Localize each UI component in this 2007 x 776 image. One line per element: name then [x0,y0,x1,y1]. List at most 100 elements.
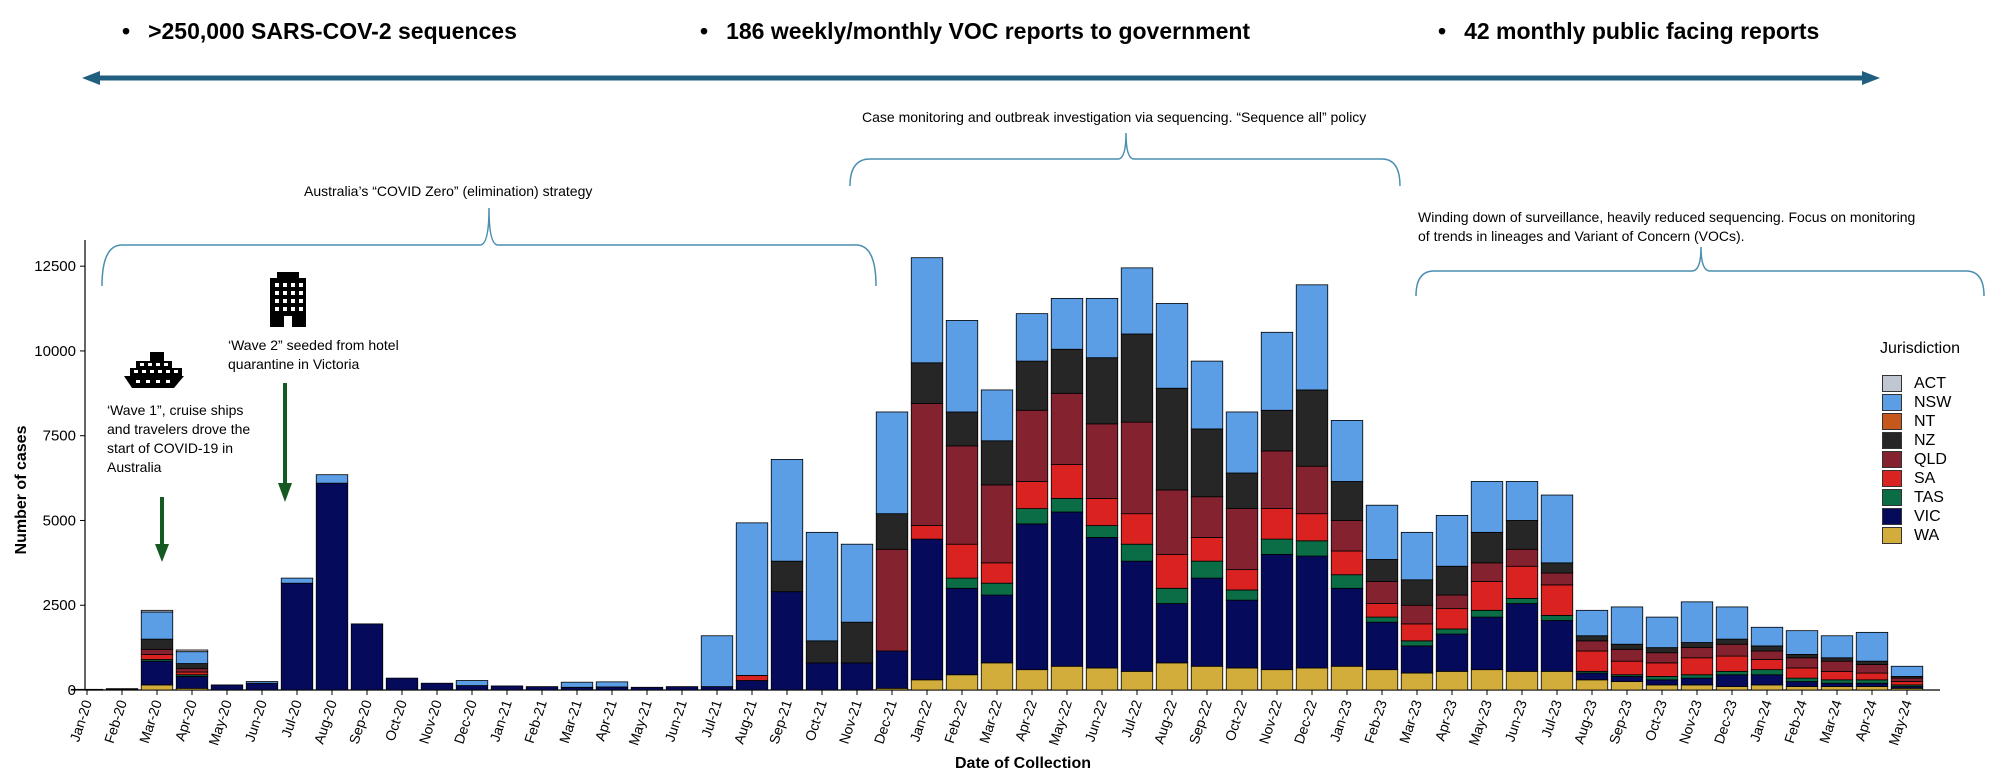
bar-segment [525,686,559,691]
brace-label-line: Winding down of surveillance, heavily re… [1418,209,1916,225]
bar-segment [1400,604,1434,625]
highlight-sequences: • >250,000 SARS-COV-2 sequences [122,18,517,45]
bar-segment [1050,297,1084,350]
bar-segment [805,662,839,691]
x-tick-label: Sep-22 [1186,698,1215,746]
bar-segment [980,389,1014,442]
bar-segment [1365,669,1399,691]
bar-segment [1785,686,1819,691]
wave2-arrow [278,383,292,502]
bar-segment [1540,562,1574,574]
bar-segment [1470,481,1504,533]
bar-segment [245,682,279,691]
y-tick-label: 12500 [34,258,76,275]
bar-segment [1050,665,1084,691]
bar-segment [1190,537,1224,562]
bar-segment [595,686,629,691]
bar-segment [1260,538,1294,555]
bar-segment [1085,297,1119,359]
bar-segment [140,648,174,655]
x-tick-label: Jun-20 [241,698,270,744]
bar-segment [1120,267,1154,335]
bar-segment [1610,660,1644,676]
legend-item: NSW [1880,393,2000,412]
x-tick-label: Jul-22 [1118,698,1145,739]
bar-segment [1015,508,1049,525]
bar-segment [875,411,909,515]
highlight-text: 42 monthly public facing reports [1464,18,1820,44]
bar-segment [1645,652,1679,664]
bar-segment [1575,635,1609,642]
bar-segment [1470,609,1504,618]
x-tick-label: Feb-24 [1781,698,1810,745]
bar-segment [700,635,734,688]
bullet: • [700,18,709,44]
bar-segment [1400,531,1434,581]
bar-segment [1540,615,1574,621]
bar-segment [1435,514,1469,567]
bar-segment [455,685,489,691]
x-tick-label: Oct-23 [1642,698,1670,743]
bar-segment [1435,670,1469,691]
bar-segment [1400,645,1434,674]
bar-segment [280,577,314,584]
bar-segment [1855,660,1889,665]
bar-segment [1295,284,1329,391]
bar-segment [1610,606,1644,645]
bar-segment [945,587,979,676]
bar-segment [1820,686,1854,691]
bar-segment [175,649,209,653]
bar-segment [1365,603,1399,618]
bar-segment [175,651,209,664]
bar-segment [1190,360,1224,430]
legend-item: TAS [1880,488,2000,507]
bar-segment [315,474,349,484]
bar-segment [1260,450,1294,510]
annotation-line: ‘Wave 1”, cruise ships [107,402,244,418]
bar-segment [490,685,524,691]
bar-segment [1015,313,1049,362]
bar-segment [1190,560,1224,579]
bar-segment [980,562,1014,584]
bar-segment [1575,640,1609,652]
bar-segment [1505,520,1539,550]
legend-item: WA [1880,526,2000,545]
x-tick-label: Mar-22 [976,698,1005,745]
bar-segment [1120,670,1154,691]
bar-segment [1820,660,1854,672]
bar-segment [1785,653,1819,659]
bar-segment [140,609,174,613]
legend: Jurisdiction ACT NSW NT NZ QLD SA TAS VIC WA [1880,340,2000,545]
bar-segment [455,680,489,686]
bar-segment [1295,465,1329,515]
bar-segment [910,538,944,681]
bar-segment [1295,513,1329,542]
x-tick-label: Sep-23 [1606,698,1635,746]
bar-segment [1785,677,1819,682]
bar-segment [1750,650,1784,660]
bar-segment [1680,677,1714,686]
bar-segment [1295,389,1329,467]
bar-segment [1855,664,1889,674]
x-tick-label: Apr-20 [172,698,200,743]
x-tick-label: Mar-21 [556,698,585,745]
bar-segment [1365,504,1399,560]
bar-segment [1155,303,1189,389]
bar-segment [910,257,944,364]
x-tick-label: Sep-20 [346,698,375,746]
y-tick-label: 10000 [34,343,76,360]
bar-segment [1785,667,1819,679]
bar-segment [175,676,209,689]
legend-item: QLD [1880,450,2000,469]
bar-segment [210,684,244,691]
x-tick-label: Jun-23 [1501,698,1530,744]
wave1-arrow [155,497,169,562]
hotel-building-icon [270,272,306,327]
bar-segment [1540,494,1574,564]
bar-segment [805,640,839,664]
bar-segment [1330,520,1364,552]
bar-segment [910,525,944,540]
bar-segment [1120,333,1154,423]
bar-segment [1085,525,1119,538]
